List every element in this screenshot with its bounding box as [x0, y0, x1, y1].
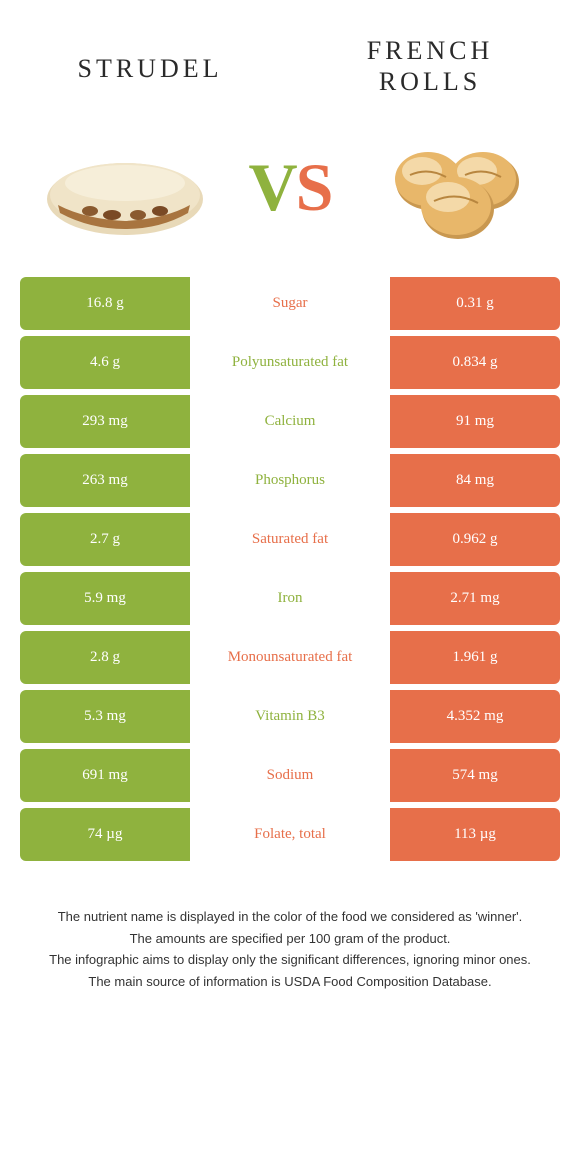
footnote-line: The nutrient name is displayed in the co… — [30, 907, 550, 927]
left-value: 293 mg — [20, 395, 190, 448]
title-left: Strudel — [50, 53, 250, 84]
nutrient-label: Monounsaturated fat — [190, 631, 390, 684]
footnote-line: The amounts are specified per 100 gram o… — [30, 929, 550, 949]
french-rolls-image — [370, 127, 540, 247]
right-value: 84 mg — [390, 454, 560, 507]
nutrient-row: 691 mgSodium574 mg — [20, 749, 560, 802]
nutrient-row: 4.6 gPolyunsaturated fat0.834 g — [20, 336, 560, 389]
left-value: 74 µg — [20, 808, 190, 861]
nutrient-table: 16.8 gSugar0.31 g 4.6 gPolyunsaturated fa… — [0, 277, 580, 861]
nutrient-label: Sodium — [190, 749, 390, 802]
vs-label: VS — [249, 153, 332, 221]
nutrient-label: Iron — [190, 572, 390, 625]
right-value: 0.962 g — [390, 513, 560, 566]
right-value: 0.834 g — [390, 336, 560, 389]
left-value: 4.6 g — [20, 336, 190, 389]
footnote-line: The infographic aims to display only the… — [30, 950, 550, 970]
right-value: 574 mg — [390, 749, 560, 802]
right-value: 0.31 g — [390, 277, 560, 330]
left-value: 691 mg — [20, 749, 190, 802]
right-value: 91 mg — [390, 395, 560, 448]
nutrient-row: 2.8 gMonounsaturated fat1.961 g — [20, 631, 560, 684]
nutrient-label: Sugar — [190, 277, 390, 330]
left-value: 2.7 g — [20, 513, 190, 566]
header: Strudel French rolls — [0, 0, 580, 107]
right-value: 1.961 g — [390, 631, 560, 684]
nutrient-row: 74 µgFolate, total113 µg — [20, 808, 560, 861]
nutrient-label: Polyunsaturated fat — [190, 336, 390, 389]
nutrient-label: Calcium — [190, 395, 390, 448]
nutrient-label: Phosphorus — [190, 454, 390, 507]
nutrient-label: Vitamin B3 — [190, 690, 390, 743]
nutrient-row: 5.3 mgVitamin B34.352 mg — [20, 690, 560, 743]
footnotes: The nutrient name is displayed in the co… — [0, 867, 580, 991]
left-value: 16.8 g — [20, 277, 190, 330]
right-value: 2.71 mg — [390, 572, 560, 625]
nutrient-label: Saturated fat — [190, 513, 390, 566]
title-right: French rolls — [330, 35, 530, 97]
nutrient-row: 5.9 mgIron2.71 mg — [20, 572, 560, 625]
left-value: 2.8 g — [20, 631, 190, 684]
left-value: 263 mg — [20, 454, 190, 507]
strudel-image — [40, 127, 210, 247]
right-value: 113 µg — [390, 808, 560, 861]
vs-s: S — [296, 149, 332, 225]
vs-v: V — [249, 149, 296, 225]
nutrient-row: 16.8 gSugar0.31 g — [20, 277, 560, 330]
right-value: 4.352 mg — [390, 690, 560, 743]
nutrient-row: 293 mgCalcium91 mg — [20, 395, 560, 448]
image-row: VS — [0, 107, 580, 277]
left-value: 5.9 mg — [20, 572, 190, 625]
nutrient-row: 263 mgPhosphorus84 mg — [20, 454, 560, 507]
nutrient-row: 2.7 gSaturated fat0.962 g — [20, 513, 560, 566]
nutrient-label: Folate, total — [190, 808, 390, 861]
left-value: 5.3 mg — [20, 690, 190, 743]
footnote-line: The main source of information is USDA F… — [30, 972, 550, 992]
